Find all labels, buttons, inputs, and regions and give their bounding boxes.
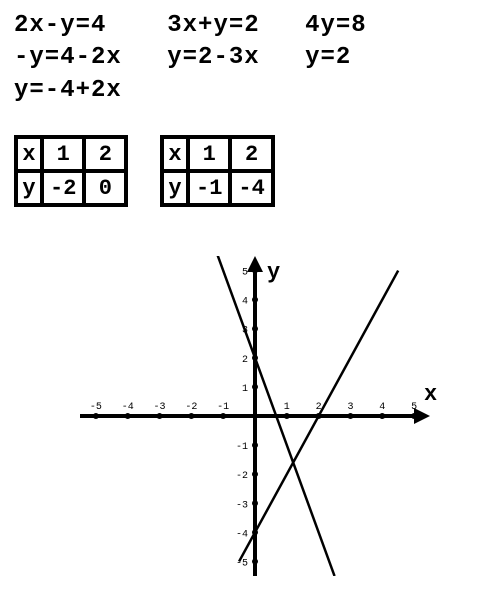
- svg-text:1: 1: [242, 384, 248, 395]
- equation-column-1: 2x-y=4 -y=4-2x y=-4+2x: [14, 10, 122, 107]
- equation-column-2: 3x+y=2 y=2-3x: [167, 10, 259, 75]
- equation-line: 3x+y=2: [167, 10, 259, 42]
- table-header: y: [162, 171, 188, 205]
- chart-svg: -5-4-3-2-112345-5-4-3-2-112345: [80, 256, 430, 576]
- equation-line: y=2: [305, 42, 367, 74]
- svg-text:-2: -2: [185, 402, 197, 413]
- x-axis-label: x: [424, 382, 437, 407]
- equation-line: -y=4-2x: [14, 42, 122, 74]
- svg-text:5: 5: [411, 402, 417, 413]
- svg-text:1: 1: [284, 402, 290, 413]
- svg-text:5: 5: [242, 268, 248, 279]
- xy-table-2: x 1 2 y -1 -4: [160, 135, 275, 207]
- svg-text:-3: -3: [154, 402, 166, 413]
- table-cell: -1: [188, 171, 230, 205]
- svg-text:-3: -3: [236, 500, 248, 511]
- table-header: x: [162, 137, 188, 171]
- svg-text:-2: -2: [236, 471, 248, 482]
- table-header: x: [16, 137, 42, 171]
- table-cell: 1: [42, 137, 84, 171]
- equation-line: 2x-y=4: [14, 10, 122, 42]
- table-cell: -4: [230, 171, 272, 205]
- svg-text:4: 4: [242, 297, 248, 308]
- svg-text:-4: -4: [236, 529, 248, 540]
- svg-text:-1: -1: [217, 402, 229, 413]
- table-cell: 1: [188, 137, 230, 171]
- y-axis-label: y: [267, 260, 280, 285]
- table-cell: 2: [84, 137, 126, 171]
- xy-table-1: x 1 2 y -2 0: [14, 135, 128, 207]
- svg-text:-4: -4: [122, 402, 134, 413]
- table-cell: 0: [84, 171, 126, 205]
- equation-line: y=2-3x: [167, 42, 259, 74]
- svg-text:-5: -5: [236, 558, 248, 569]
- svg-text:-1: -1: [236, 442, 248, 453]
- equation-line: y=-4+2x: [14, 75, 122, 107]
- svg-text:4: 4: [379, 402, 385, 413]
- equation-line: 4y=8: [305, 10, 367, 42]
- svg-text:-5: -5: [90, 402, 102, 413]
- coordinate-plane-chart: -5-4-3-2-112345-5-4-3-2-112345 y x: [80, 256, 430, 581]
- svg-text:2: 2: [242, 355, 248, 366]
- table-cell: 2: [230, 137, 272, 171]
- table-cell: -2: [42, 171, 84, 205]
- svg-text:3: 3: [347, 402, 353, 413]
- table-header: y: [16, 171, 42, 205]
- equation-column-3: 4y=8 y=2: [305, 10, 367, 75]
